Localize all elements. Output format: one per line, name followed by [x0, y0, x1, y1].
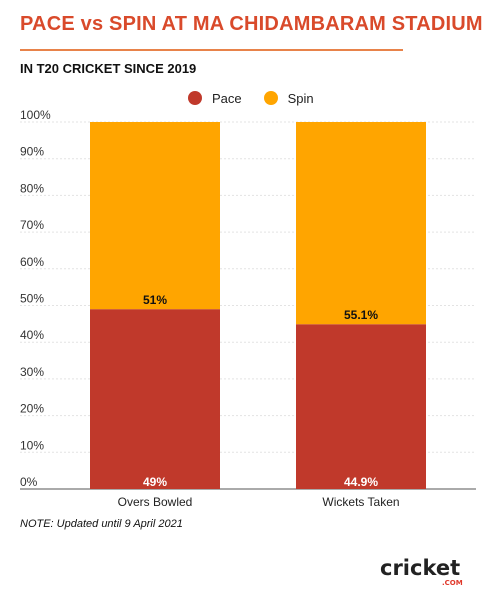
- y-tick-label: 90%: [20, 145, 44, 159]
- bar-spin: [296, 122, 426, 325]
- y-tick-label: 70%: [20, 218, 44, 232]
- bar-spin: [90, 122, 220, 310]
- x-tick-label: Overs Bowled: [118, 495, 193, 509]
- legend-item-spin: Spin: [263, 90, 314, 106]
- data-label: 51%: [143, 293, 167, 307]
- y-tick-label: 0%: [20, 475, 38, 489]
- x-tick-label: Wickets Taken: [322, 495, 399, 509]
- footnote: NOTE: Updated until 9 April 2021: [20, 518, 183, 530]
- bar-pace: [90, 309, 220, 489]
- stacked-bar-chart: 0% 10% 20% 30% 40% 50% 60% 70% 80% 90% 100% 49% 51% O…: [20, 108, 476, 509]
- logo-suffix: .COM: [442, 579, 463, 587]
- legend-swatch-spin: [263, 91, 278, 105]
- data-label: 44.9%: [344, 475, 378, 489]
- y-tick-label: 60%: [20, 255, 44, 269]
- data-label: 55.1%: [344, 308, 378, 322]
- legend-item-pace: Pace: [188, 91, 242, 106]
- cricket-com-logo: cricket .COM: [380, 556, 463, 587]
- data-label: 49%: [143, 475, 167, 489]
- bar-pace: [296, 324, 426, 489]
- y-tick-label: 20%: [20, 402, 44, 416]
- y-tick-label: 10%: [20, 438, 44, 452]
- chart-title: PACE vs SPIN AT MA CHIDAMBARAM STADIUM: [20, 13, 483, 35]
- y-tick-label: 30%: [20, 365, 44, 379]
- legend-swatch-pace: [188, 91, 202, 105]
- title-underline: [20, 49, 403, 51]
- chart-subtitle: IN T20 CRICKET SINCE 2019: [20, 61, 197, 76]
- legend-label-spin: Spin: [287, 90, 314, 106]
- y-tick-label: 40%: [20, 328, 44, 342]
- y-tick-label: 100%: [20, 108, 51, 122]
- y-tick-label: 80%: [20, 181, 44, 195]
- legend: Pace Spin: [188, 88, 314, 108]
- legend-label-pace: Pace: [212, 90, 242, 106]
- logo-text: cricket: [380, 556, 460, 580]
- y-tick-label: 50%: [20, 292, 44, 306]
